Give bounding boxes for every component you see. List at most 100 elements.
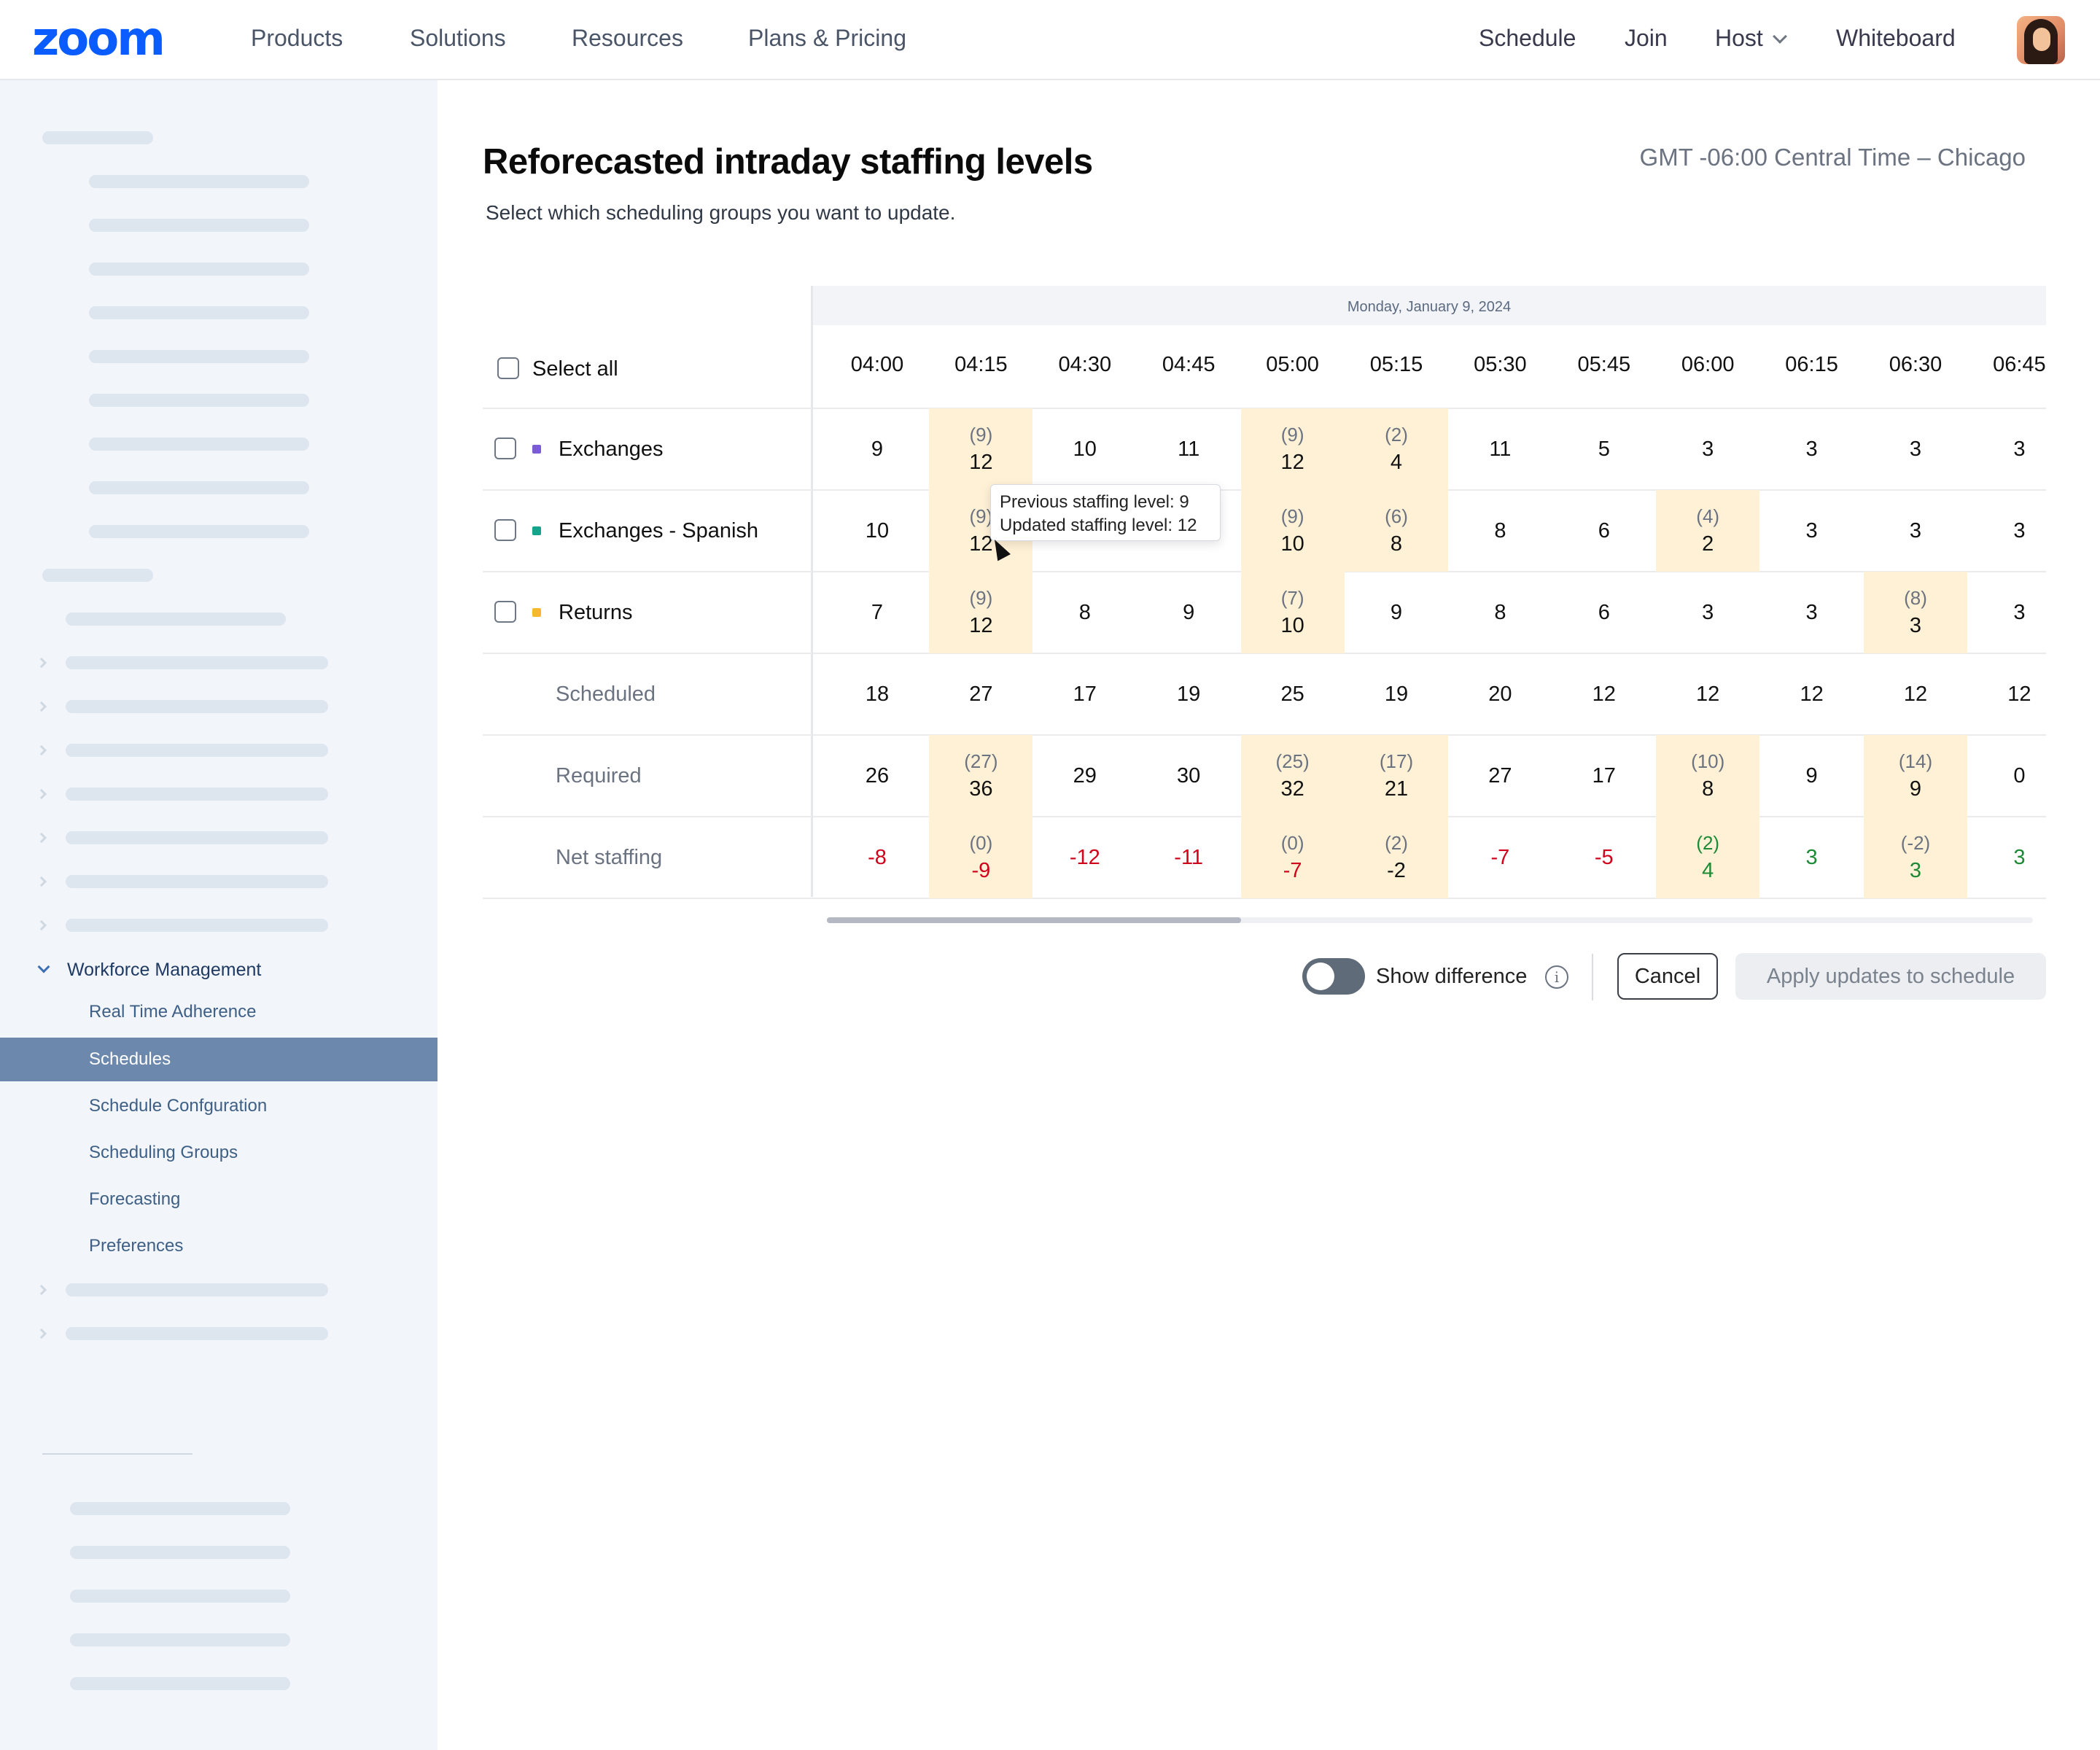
staffing-cell[interactable]: (4) 2 xyxy=(1656,490,1759,572)
staffing-cell[interactable]: 10 xyxy=(825,490,929,572)
staffing-cell[interactable]: (9) 12 xyxy=(929,490,1032,572)
staffing-cell[interactable]: 3 xyxy=(1967,817,2071,898)
staffing-cell[interactable]: (2) -2 xyxy=(1345,817,1448,898)
staffing-cell[interactable]: 12 xyxy=(1967,653,2071,735)
sidebar-item-real-time-adherence[interactable]: Real Time Adherence xyxy=(89,1002,257,1022)
staffing-cell[interactable]: -12 xyxy=(1033,817,1137,898)
staffing-cell[interactable]: 3 xyxy=(1760,490,1864,572)
nav-solutions[interactable]: Solutions xyxy=(410,25,506,51)
staffing-cell[interactable]: (2) 4 xyxy=(1656,817,1759,898)
sidebar-item-schedule-configuration[interactable]: Schedule Confguration xyxy=(89,1096,268,1116)
info-icon[interactable]: i xyxy=(1545,965,1568,989)
staffing-cell[interactable]: (14) 9 xyxy=(1864,735,1967,817)
current-value: 12 xyxy=(1280,451,1304,474)
sidebar-item-scheduling-groups[interactable]: Scheduling Groups xyxy=(89,1143,238,1162)
staffing-cell[interactable]: 3 xyxy=(1864,408,1967,490)
staffing-cell[interactable]: 18 xyxy=(825,653,929,735)
nav-whiteboard[interactable]: Whiteboard xyxy=(1836,25,1956,51)
staffing-cell[interactable]: 11 xyxy=(1137,408,1240,490)
staffing-cell[interactable]: (9) 10 xyxy=(1241,490,1345,572)
nav-products[interactable]: Products xyxy=(251,25,343,51)
staffing-cell[interactable]: 19 xyxy=(1137,653,1240,735)
staffing-cell[interactable]: (0) -9 xyxy=(929,817,1032,898)
show-difference-label: Show difference xyxy=(1376,965,1528,988)
staffing-cell[interactable]: (7) 10 xyxy=(1241,572,1345,653)
sidebar-item-schedules[interactable]: Schedules xyxy=(89,1049,171,1069)
nav-plans-pricing[interactable]: Plans & Pricing xyxy=(748,25,906,51)
sidebar-item-preferences[interactable]: Preferences xyxy=(89,1236,184,1256)
staffing-cell[interactable]: 8 xyxy=(1033,572,1137,653)
select-all-checkbox[interactable] xyxy=(497,357,519,379)
staffing-cell[interactable]: (0) -7 xyxy=(1241,817,1345,898)
staffing-cell[interactable]: 0 xyxy=(1967,735,2071,817)
sidebar-section-workforce-management[interactable]: Workforce Management xyxy=(37,955,261,984)
staffing-cell[interactable]: (17) 21 xyxy=(1345,735,1448,817)
staffing-cell[interactable]: 3 xyxy=(1864,490,1967,572)
avatar[interactable] xyxy=(2017,16,2065,64)
staffing-cell[interactable]: 11 xyxy=(1448,408,1552,490)
staffing-cell[interactable]: 20 xyxy=(1448,653,1552,735)
staffing-cell[interactable]: (9) 12 xyxy=(929,408,1032,490)
staffing-cell[interactable]: 26 xyxy=(825,735,929,817)
nav-join[interactable]: Join xyxy=(1625,25,1668,51)
nav-resources[interactable]: Resources xyxy=(572,25,683,51)
staffing-cell[interactable]: 19 xyxy=(1345,653,1448,735)
staffing-cell[interactable]: 6 xyxy=(1552,490,1656,572)
staffing-cell[interactable]: 9 xyxy=(1760,735,1864,817)
staffing-cell[interactable]: 12 xyxy=(1552,653,1656,735)
staffing-cell[interactable]: 29 xyxy=(1033,735,1137,817)
staffing-cell[interactable]: 12 xyxy=(1656,653,1759,735)
staffing-cell[interactable]: 3 xyxy=(1760,817,1864,898)
staffing-cell[interactable]: 30 xyxy=(1137,735,1240,817)
staffing-cell[interactable]: 3 xyxy=(1967,572,2071,653)
staffing-cell[interactable]: (10) 8 xyxy=(1656,735,1759,817)
staffing-cell[interactable]: 3 xyxy=(1760,572,1864,653)
staffing-cell[interactable]: 25 xyxy=(1241,653,1345,735)
horizontal-scrollbar-thumb[interactable] xyxy=(827,917,1241,923)
staffing-cell[interactable]: 5 xyxy=(1552,408,1656,490)
current-value: 8 xyxy=(1702,777,1714,801)
staffing-cell[interactable]: 3 xyxy=(1656,408,1759,490)
staffing-cell[interactable]: (27) 36 xyxy=(929,735,1032,817)
staffing-cell[interactable]: 9 xyxy=(1345,572,1448,653)
staffing-cell[interactable]: (25) 32 xyxy=(1241,735,1345,817)
staffing-cell[interactable]: 27 xyxy=(1448,735,1552,817)
apply-updates-button[interactable]: Apply updates to schedule xyxy=(1735,953,2046,1000)
sidebar-item-forecasting[interactable]: Forecasting xyxy=(89,1189,181,1209)
staffing-cell[interactable]: (6) 8 xyxy=(1345,490,1448,572)
staffing-cell[interactable]: (8) 3 xyxy=(1864,572,1967,653)
staffing-cell[interactable]: (2) 4 xyxy=(1345,408,1448,490)
staffing-cell[interactable]: 12 xyxy=(1864,653,1967,735)
row-checkbox[interactable] xyxy=(494,601,516,623)
staffing-cell[interactable]: (9) 12 xyxy=(1241,408,1345,490)
staffing-cell[interactable]: 7 xyxy=(825,572,929,653)
staffing-cell[interactable]: 12 xyxy=(1760,653,1864,735)
staffing-cell[interactable]: 8 xyxy=(1448,572,1552,653)
staffing-cell[interactable]: 17 xyxy=(1033,653,1137,735)
horizontal-scrollbar-track[interactable] xyxy=(827,917,2033,923)
show-difference-toggle[interactable] xyxy=(1302,958,1365,995)
staffing-cell[interactable]: 6 xyxy=(1552,572,1656,653)
cancel-button[interactable]: Cancel xyxy=(1617,953,1718,1000)
nav-schedule[interactable]: Schedule xyxy=(1479,25,1576,51)
row-checkbox[interactable] xyxy=(494,438,516,459)
staffing-cell[interactable]: -11 xyxy=(1137,817,1240,898)
staffing-cell[interactable]: (9) 12 xyxy=(929,572,1032,653)
zoom-logo[interactable]: zoom xyxy=(32,12,166,66)
nav-host[interactable]: Host xyxy=(1715,23,1787,52)
staffing-cell[interactable]: -8 xyxy=(825,817,929,898)
staffing-cell[interactable]: 9 xyxy=(1137,572,1240,653)
staffing-cell[interactable]: 3 xyxy=(1967,490,2071,572)
staffing-cell[interactable]: 3 xyxy=(1967,408,2071,490)
staffing-cell[interactable]: (-2) 3 xyxy=(1864,817,1967,898)
staffing-cell[interactable]: -7 xyxy=(1448,817,1552,898)
staffing-cell[interactable]: 8 xyxy=(1448,490,1552,572)
row-checkbox[interactable] xyxy=(494,519,516,541)
staffing-cell[interactable]: 9 xyxy=(825,408,929,490)
staffing-cell[interactable]: 27 xyxy=(929,653,1032,735)
staffing-cell[interactable]: 10 xyxy=(1033,408,1137,490)
staffing-cell[interactable]: 3 xyxy=(1760,408,1864,490)
staffing-cell[interactable]: 17 xyxy=(1552,735,1656,817)
staffing-cell[interactable]: -5 xyxy=(1552,817,1656,898)
staffing-cell[interactable]: 3 xyxy=(1656,572,1759,653)
